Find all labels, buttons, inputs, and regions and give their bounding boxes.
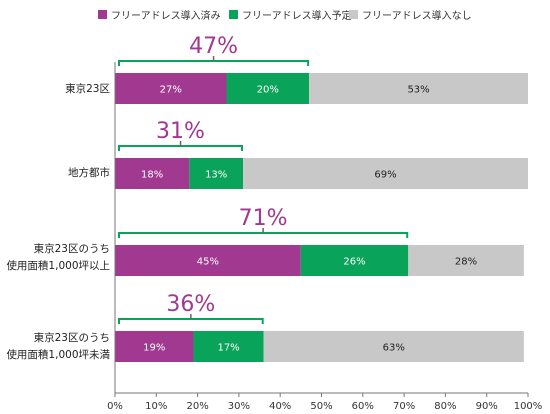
data-label: 18% xyxy=(141,170,163,181)
bar-segment xyxy=(115,331,194,362)
x-tick-label: 50% xyxy=(310,401,332,412)
total-bracket xyxy=(118,145,244,151)
category-label-line: 使用面積1,000坪以上 xyxy=(6,260,110,272)
total-bracket xyxy=(118,232,409,238)
category-label-line: 東京23区のうち xyxy=(33,332,110,344)
legend-swatch xyxy=(98,9,107,19)
x-tick-label: 80% xyxy=(434,401,456,412)
category-label-line: 使用面積1,000坪未満 xyxy=(6,349,110,361)
data-label: 28% xyxy=(455,257,477,268)
x-tick-label: 20% xyxy=(186,401,208,412)
data-label: 17% xyxy=(217,343,239,354)
legend-label: フリーアドレス導入なし xyxy=(362,10,472,22)
legend-item: フリーアドレス導入予定 xyxy=(229,6,352,22)
bar-segment xyxy=(115,158,190,189)
bar-segment xyxy=(309,73,528,104)
category-label-line: 東京23区 xyxy=(65,82,110,95)
x-tick-label: 30% xyxy=(228,401,250,412)
legend-label: フリーアドレス導入予定 xyxy=(242,10,352,22)
legend-label: フリーアドレス導入済み xyxy=(111,10,221,22)
category-label-line: 地方都市 xyxy=(68,166,110,179)
data-label: 20% xyxy=(257,85,279,96)
total-percent-label: 47% xyxy=(189,34,238,59)
data-label: 63% xyxy=(383,343,405,354)
total-bracket xyxy=(118,60,310,66)
data-label: 19% xyxy=(143,343,165,354)
total-percent-label: 31% xyxy=(156,119,205,144)
legend-item: フリーアドレス導入なし xyxy=(349,6,472,22)
category-label: 東京23区のうち使用面積1,000坪未満 xyxy=(6,330,110,364)
data-label: 26% xyxy=(343,257,365,268)
category-label: 地方都市 xyxy=(68,165,110,182)
x-tick-label: 100% xyxy=(514,401,543,412)
bar-segment xyxy=(408,245,524,276)
data-label: 45% xyxy=(197,257,219,268)
x-tick-label: 60% xyxy=(352,401,374,412)
chart-legend: フリーアドレス導入済み フリーアドレス導入予定 フリーアドレス導入なし xyxy=(0,6,550,22)
data-label: 27% xyxy=(160,85,182,96)
x-tick-label: 40% xyxy=(269,401,291,412)
total-percent-label: 71% xyxy=(239,206,288,231)
x-tick-label: 90% xyxy=(476,401,498,412)
bar-segment xyxy=(115,245,301,276)
category-label: 東京23区 xyxy=(65,81,110,98)
data-label: 13% xyxy=(205,170,227,181)
bar-segment xyxy=(300,245,409,276)
x-tick-label: 70% xyxy=(393,401,415,412)
legend-item: フリーアドレス導入済み xyxy=(98,6,221,22)
bar-segment xyxy=(243,158,528,189)
bar-segment xyxy=(226,73,310,104)
bar-segment xyxy=(189,158,244,189)
bar-segment xyxy=(193,331,264,362)
category-label: 東京23区のうち使用面積1,000坪以上 xyxy=(6,241,110,275)
legend-swatch xyxy=(349,9,358,19)
bar-segment xyxy=(115,73,227,104)
data-label: 53% xyxy=(407,85,429,96)
total-bracket xyxy=(118,318,264,324)
x-tick-label: 10% xyxy=(145,401,167,412)
category-label-line: 東京23区のうち xyxy=(33,243,110,255)
bar-segment xyxy=(263,331,524,362)
x-tick-label: 0% xyxy=(107,401,123,412)
legend-swatch xyxy=(229,9,238,19)
data-label: 69% xyxy=(374,170,396,181)
total-percent-label: 36% xyxy=(166,292,215,317)
